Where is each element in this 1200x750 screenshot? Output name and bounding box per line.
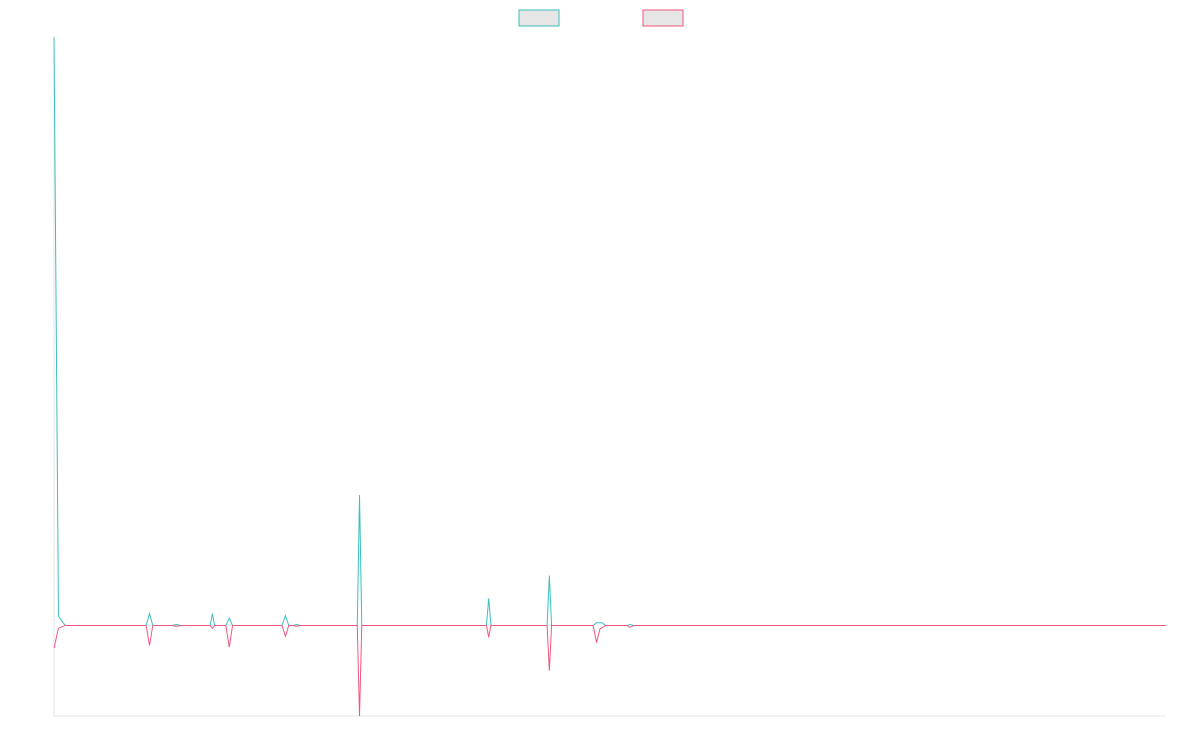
series-line-1 — [53, 36, 1166, 626]
plot-area — [53, 36, 1166, 717]
series-line-2 — [53, 624, 1166, 717]
axes — [53, 37, 1166, 717]
legend — [518, 9, 684, 27]
legend-item-1[interactable] — [518, 9, 560, 27]
legend-item-2[interactable] — [642, 9, 684, 27]
legend-swatch-2[interactable] — [642, 9, 684, 27]
legend-swatch-1[interactable] — [518, 9, 560, 27]
